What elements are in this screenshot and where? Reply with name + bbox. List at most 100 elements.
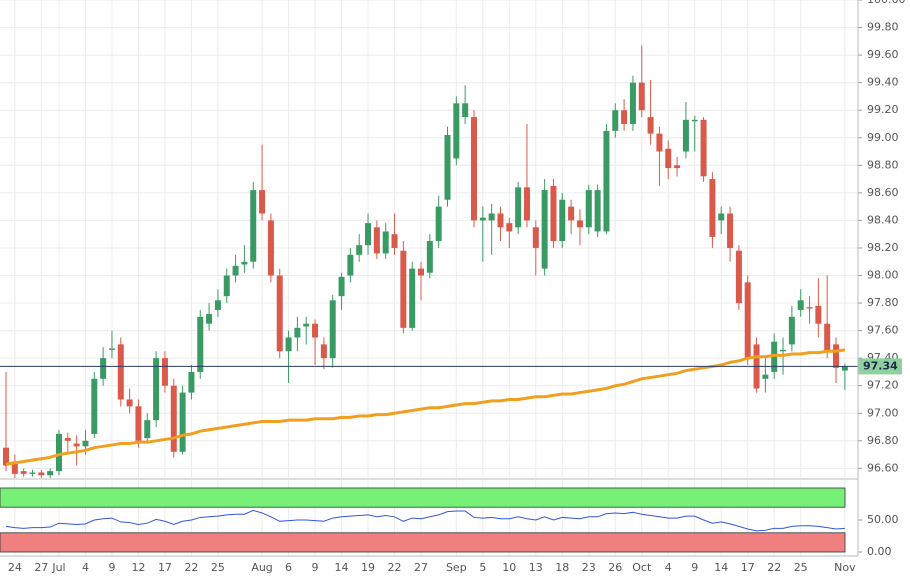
candle-body — [294, 327, 301, 338]
candle-body — [126, 399, 133, 407]
candle-body — [629, 82, 636, 124]
x-tick-label: 22 — [184, 561, 198, 574]
y-tick-label: 100.00 — [867, 0, 906, 6]
candle-body — [312, 323, 319, 338]
candle-body — [488, 213, 495, 221]
oscillator-band — [0, 532, 846, 553]
candle-body — [400, 250, 407, 328]
price-panel — [0, 0, 858, 478]
x-tick-label: 18 — [555, 561, 569, 574]
x-tick-label: 24 — [8, 561, 22, 574]
candle-body — [11, 461, 18, 474]
x-tick-label: Jul — [51, 561, 65, 574]
candle-body — [550, 185, 557, 242]
candle-body — [117, 344, 124, 400]
y-tick-label: 96.60 — [867, 461, 899, 474]
candle-body — [541, 190, 548, 269]
candle-body — [727, 213, 734, 248]
candle-body — [29, 472, 36, 474]
x-tick-label: 27 — [414, 561, 428, 574]
oscillator-band — [0, 487, 846, 508]
candle-body — [435, 206, 442, 242]
x-tick-label: 14 — [714, 561, 728, 574]
candle-body — [497, 213, 504, 228]
candle-body — [82, 440, 89, 447]
x-tick-label: 9 — [691, 561, 698, 574]
candle-body — [470, 117, 477, 221]
candle-body — [329, 300, 336, 359]
candle-body — [585, 190, 592, 228]
candle-body — [409, 268, 416, 328]
y-tick-label: 98.40 — [867, 213, 899, 226]
candle-body — [444, 134, 451, 200]
x-tick-label: 27 — [34, 561, 48, 574]
candle-body — [144, 420, 151, 439]
candle-body — [347, 254, 354, 276]
candle-body — [250, 190, 257, 262]
moving-average — [5, 348, 846, 466]
x-tick-label: 26 — [608, 561, 622, 574]
candle-body — [744, 282, 751, 359]
candle-body — [806, 307, 813, 309]
candle-body — [91, 378, 98, 434]
candle-body — [621, 110, 628, 124]
x-tick-label: 10 — [502, 561, 516, 574]
candle-body — [788, 316, 795, 345]
candle-body — [594, 190, 601, 232]
candle-body — [532, 227, 539, 248]
x-tick-label: 19 — [361, 561, 375, 574]
candle-body — [391, 234, 398, 248]
candle-body — [576, 220, 583, 228]
y-tick-label: 97.80 — [867, 296, 899, 309]
candle-body — [303, 323, 310, 327]
candle-body — [179, 392, 186, 452]
y-tick-label: 99.40 — [867, 76, 899, 89]
candle-body — [356, 245, 363, 255]
x-tick-label: Sep — [446, 561, 467, 574]
candle-body — [762, 374, 769, 379]
x-tick-label: 25 — [794, 561, 808, 574]
x-tick-label: 5 — [479, 561, 486, 574]
x-tick-label: 17 — [741, 561, 755, 574]
candle-body — [373, 227, 380, 254]
candle-body — [197, 316, 204, 372]
y-tick-label: 97.60 — [867, 324, 899, 337]
last-price-box — [858, 358, 902, 375]
y-tick-label: 99.20 — [867, 103, 899, 116]
y-tick-label: 99.60 — [867, 48, 899, 61]
candle-body — [612, 110, 619, 131]
candle-body — [691, 119, 698, 122]
x-tick-label: 9 — [312, 561, 319, 574]
y-tick-label: 99.80 — [867, 21, 899, 34]
candle-body — [523, 187, 530, 221]
candle-body — [320, 344, 327, 359]
candle-body — [382, 231, 389, 254]
candle-body — [515, 187, 522, 228]
candle-body — [161, 358, 168, 386]
candle-body — [135, 406, 142, 441]
axes: 24 27 Jul 4 9 12 17 22 25 Aug 6 9 14 19 22 27 Sep 5 10 13 18… — [0, 0, 906, 574]
candle-body — [64, 438, 71, 441]
x-tick-label: Aug — [251, 561, 272, 574]
x-tick-label: 13 — [529, 561, 543, 574]
candle-body — [682, 119, 689, 152]
y-tick-label: 97.20 — [867, 379, 899, 392]
y-tick-label: 0.00 — [867, 545, 892, 558]
candle-body — [241, 261, 248, 265]
x-tick-label: 12 — [131, 561, 145, 574]
candle-body — [462, 103, 469, 118]
candle-body — [206, 314, 213, 324]
candle-body — [73, 443, 80, 447]
x-tick-label: 25 — [211, 561, 225, 574]
candle-body — [153, 358, 160, 421]
x-tick-label: 22 — [388, 561, 402, 574]
x-tick-label: 23 — [582, 561, 596, 574]
x-tick-label: 4 — [82, 561, 89, 574]
oscillator-line — [5, 509, 845, 532]
y-tick-label: 98.20 — [867, 241, 899, 254]
x-tick-label: 4 — [665, 561, 672, 574]
candle-body — [338, 276, 345, 297]
candle-body — [603, 130, 610, 232]
x-tick-label: 22 — [767, 561, 781, 574]
candle-body — [559, 199, 566, 242]
